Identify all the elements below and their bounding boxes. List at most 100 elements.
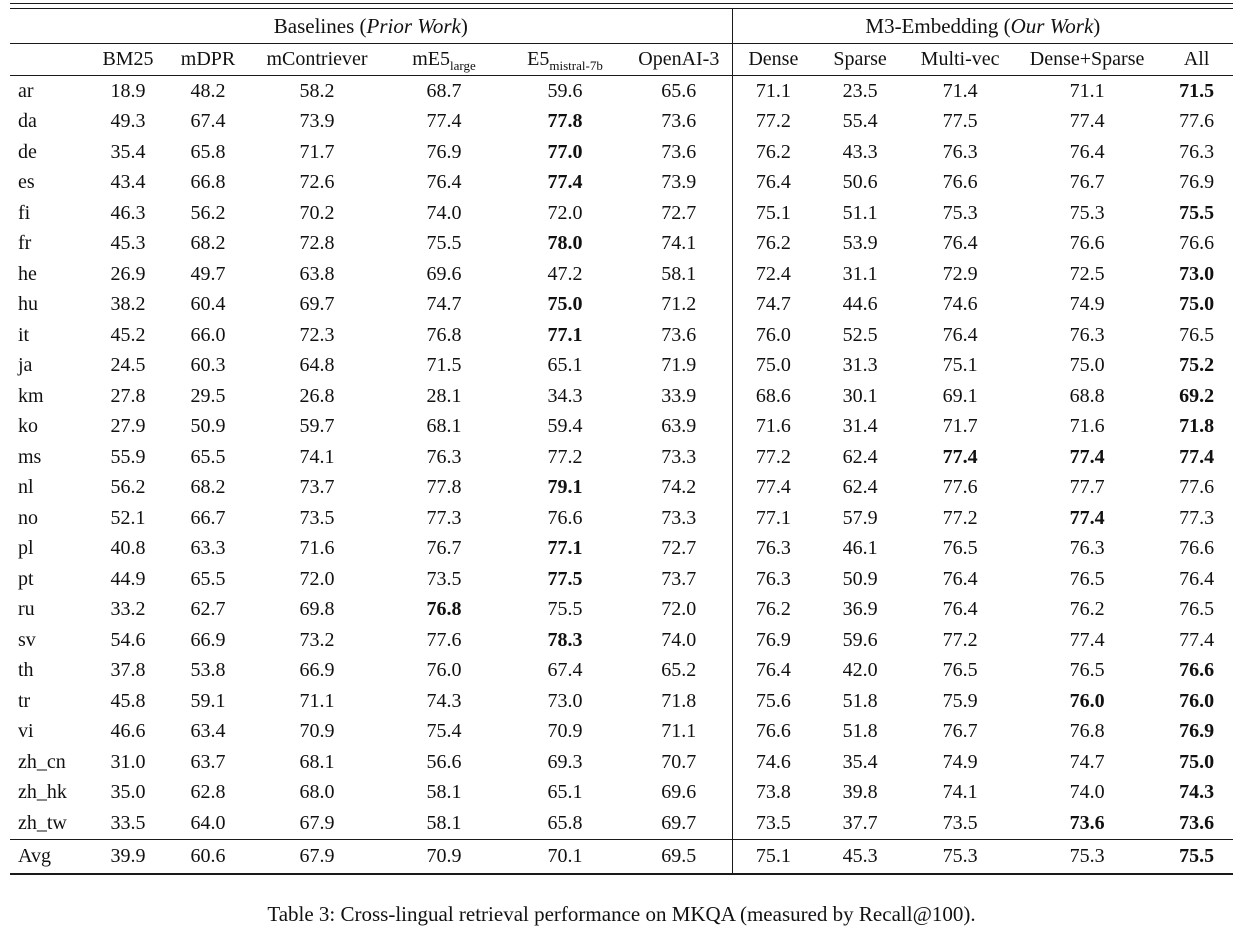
- lang-cell: he: [18, 262, 37, 285]
- value-cell: 73.2: [299, 628, 335, 651]
- value-cell: 77.8: [426, 476, 462, 499]
- value-cell: 71.6: [755, 415, 791, 438]
- value-cell: 72.7: [626, 533, 733, 564]
- column-header-dense-sparse: Dense+Sparse: [1014, 43, 1161, 76]
- value-cell: 74.3: [1179, 781, 1215, 804]
- lang-cell: vi: [18, 720, 34, 743]
- value-cell: 28.1: [426, 384, 462, 407]
- table-body: ar 18.9 48.2 58.2 68.7 59.6 65.6 71.1 23.5 71.4 71…: [10, 75, 1234, 874]
- value-cell: 76.4: [755, 171, 791, 194]
- table-row: fi 46.3 56.2 70.2 74.0 72.0 72.7 75.1 51.1 75.3 75…: [10, 198, 1233, 229]
- value-cell: 76.4: [1069, 140, 1105, 163]
- value-cell: 76.4: [942, 598, 978, 621]
- value-cell: 62.4: [842, 476, 878, 499]
- value-cell: 76.0: [426, 659, 462, 682]
- value-cell: 75.0: [755, 354, 791, 377]
- value-cell: 75.5: [547, 598, 583, 621]
- value-cell: 71.1: [299, 689, 335, 712]
- lang-cell: hu: [18, 293, 38, 316]
- value-cell: 58.1: [426, 811, 462, 834]
- value-cell: 44.6: [842, 293, 878, 316]
- value-cell: 76.7: [426, 537, 462, 560]
- value-cell: 38.2: [110, 293, 146, 316]
- value-cell: 76.6: [1069, 232, 1105, 255]
- lang-cell: nl: [18, 476, 34, 499]
- value-cell: 70.9: [547, 720, 583, 743]
- lang-cell: fr: [18, 232, 32, 255]
- value-cell: 69.7: [626, 808, 733, 839]
- value-cell: 63.9: [626, 411, 733, 442]
- value-cell: 75.1: [732, 838, 815, 874]
- table-row: de 35.4 65.8 71.7 76.9 77.0 73.6 76.2 43.3 76.3 76…: [10, 137, 1233, 168]
- value-cell: 76.8: [1069, 720, 1105, 743]
- value-cell: 68.2: [190, 476, 226, 499]
- group-header-m3-embedding: M3-Embedding (Our Work): [732, 8, 1234, 44]
- value-cell: 75.3: [1014, 838, 1161, 874]
- value-cell: 66.9: [190, 628, 226, 651]
- value-cell: 76.7: [1069, 171, 1105, 194]
- value-cell: 65.2: [626, 655, 733, 686]
- value-cell: 74.1: [942, 781, 978, 804]
- value-cell: 76.5: [1069, 659, 1105, 682]
- value-cell: 77.6: [426, 628, 462, 651]
- value-cell: 73.3: [626, 503, 733, 534]
- column-header-mcontriever: mContriever: [250, 43, 384, 76]
- group-label-text: Baselines (: [273, 13, 367, 38]
- table-row: ru 33.2 62.7 69.8 76.8 75.5 72.0 76.2 36.9 76.4 76…: [10, 594, 1233, 625]
- value-cell: 77.2: [755, 110, 791, 133]
- table-row: km 27.8 29.5 26.8 28.1 34.3 33.9 68.6 30.1 69.1 68…: [10, 381, 1233, 412]
- value-cell: 75.5: [1179, 201, 1215, 224]
- value-cell: 77.1: [755, 506, 791, 529]
- value-cell: 76.6: [1179, 232, 1215, 255]
- value-cell: 77.4: [1179, 628, 1215, 651]
- lang-cell: tr: [18, 689, 31, 712]
- value-cell: 77.3: [1179, 506, 1215, 529]
- value-cell: 73.5: [755, 811, 791, 834]
- value-cell: 76.5: [1179, 598, 1215, 621]
- value-cell: 75.5: [426, 232, 462, 255]
- value-cell: 70.2: [299, 201, 335, 224]
- value-cell: 73.7: [299, 476, 335, 499]
- value-cell: 69.1: [942, 384, 978, 407]
- table-row: ms 55.9 65.5 74.1 76.3 77.2 73.3 77.2 62.4 77.4 77…: [10, 442, 1233, 473]
- table-row: da 49.3 67.4 73.9 77.4 77.8 73.6 77.2 55.4 77.5 77…: [10, 106, 1233, 137]
- value-cell: 77.2: [547, 445, 583, 468]
- table-row: it 45.2 66.0 72.3 76.8 77.1 73.6 76.0 52.5 76.4 76…: [10, 320, 1233, 351]
- value-cell: 65.5: [190, 445, 226, 468]
- value-cell: 73.6: [626, 106, 733, 137]
- value-cell: 45.3: [110, 232, 146, 255]
- value-cell: 76.2: [755, 140, 791, 163]
- value-cell: 52.5: [842, 323, 878, 346]
- value-cell: 26.9: [110, 262, 146, 285]
- value-cell: 69.5: [626, 838, 733, 874]
- value-cell: 30.1: [842, 384, 878, 407]
- value-cell: 73.6: [1179, 811, 1215, 834]
- value-cell: 44.9: [110, 567, 146, 590]
- value-cell: 59.6: [547, 79, 583, 102]
- value-cell: 35.4: [842, 750, 878, 773]
- lang-cell: es: [18, 171, 35, 194]
- value-cell: 69.6: [426, 262, 462, 285]
- value-cell: 74.6: [942, 293, 978, 316]
- value-cell: 49.7: [190, 262, 226, 285]
- value-cell: 77.4: [547, 171, 583, 194]
- value-cell: 76.0: [755, 323, 791, 346]
- value-cell: 65.6: [626, 75, 733, 107]
- value-cell: 75.3: [1069, 201, 1105, 224]
- value-cell: 72.0: [547, 201, 583, 224]
- value-cell: 37.8: [110, 659, 146, 682]
- table-row: zh_hk 35.0 62.8 68.0 58.1 65.1 69.6 73.8 39.8 74.…: [10, 777, 1233, 808]
- value-cell: 76.4: [1179, 567, 1215, 590]
- column-header-all: All: [1160, 43, 1234, 76]
- value-cell: 75.6: [755, 689, 791, 712]
- value-cell: 52.1: [110, 506, 146, 529]
- value-cell: 33.9: [626, 381, 733, 412]
- column-header-e5: E5mistral-7b: [504, 43, 626, 76]
- value-cell: 53.8: [190, 659, 226, 682]
- table-row: ja 24.5 60.3 64.8 71.5 65.1 71.9 75.0 31.3 75.1 75…: [10, 350, 1233, 381]
- value-cell: 56.2: [110, 476, 146, 499]
- group-label-italic: Our Work: [1010, 13, 1094, 38]
- value-cell: 69.6: [626, 777, 733, 808]
- table-row: tr 45.8 59.1 71.1 74.3 73.0 71.8 75.6 51.8 75.9 76…: [10, 686, 1233, 717]
